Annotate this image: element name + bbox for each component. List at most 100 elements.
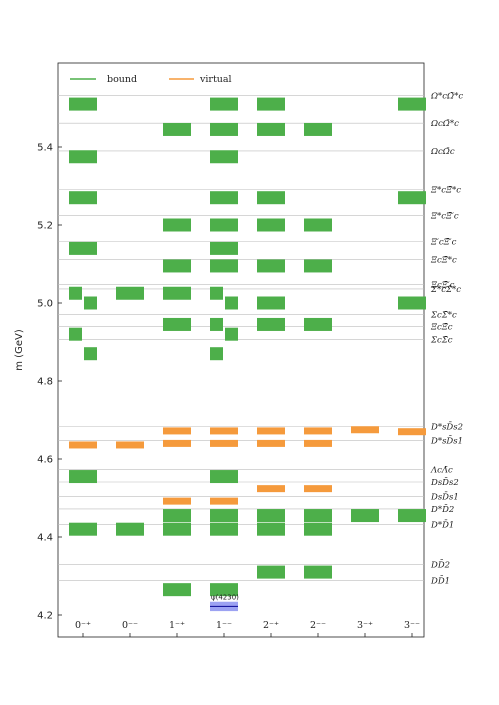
bound-state-bar	[304, 218, 332, 232]
bound-state-bar	[116, 522, 144, 536]
bound-state-bar	[69, 97, 97, 111]
bound-state-bar	[398, 191, 426, 205]
bound-state-bar	[210, 122, 238, 136]
state-bars	[69, 97, 426, 597]
bound-state-bar	[163, 122, 191, 136]
bound-state-bar	[163, 218, 191, 232]
x-category-label: 1⁻⁻	[216, 620, 232, 631]
bound-state-bar	[257, 218, 285, 232]
bound-state-bar	[351, 509, 379, 523]
bound-state-bar	[210, 191, 238, 205]
bound-state-bar	[304, 122, 332, 136]
bound-state-bar	[210, 286, 223, 300]
bound-state-bar	[210, 241, 238, 255]
experimental-label: ψ(4230)	[211, 594, 239, 602]
x-category-label: 1⁻⁺	[169, 620, 185, 631]
y-axis-title: m (GeV)	[14, 329, 25, 371]
threshold-label: DD̄2	[430, 559, 450, 571]
bound-state-bar	[257, 317, 285, 331]
bound-state-bar	[398, 296, 426, 310]
y-tick-label: 5.4	[37, 143, 53, 154]
threshold-label: DsD̄s1	[430, 491, 459, 503]
x-axis-categories: 0⁻⁺ 0⁻⁻ 1⁻⁺ 1⁻⁻ 2⁻⁺ 2⁻⁻ 3⁻⁺ 3⁻⁻	[75, 620, 420, 637]
virtual-state-bar	[163, 427, 191, 435]
threshold-label: ΞcΞ̄*c	[430, 255, 457, 265]
plot-frame	[57, 62, 425, 638]
y-tick-label: 4.8	[37, 377, 53, 388]
virtual-state-bar	[210, 439, 238, 447]
bound-state-bar	[163, 286, 191, 300]
bound-state-bar	[210, 97, 238, 111]
threshold-label: D*sD̄s2	[430, 421, 463, 433]
bound-state-bar	[257, 259, 285, 273]
threshold-lines	[58, 95, 424, 581]
threshold-label: ΣcΣ̄*c	[430, 310, 457, 320]
bound-state-bar	[257, 122, 285, 136]
threshold-label: Ξ*cΞ̄*c	[430, 186, 461, 196]
threshold-label: ΞcΞ̄′c	[430, 280, 455, 290]
threshold-label: D*D̄1	[430, 519, 454, 531]
bound-state-bar	[210, 583, 238, 597]
bound-state-bar	[69, 286, 82, 300]
threshold-label: ΣcΣ̄c	[430, 336, 453, 346]
bound-state-bar	[69, 470, 97, 484]
virtual-state-bar	[304, 439, 332, 447]
bound-state-bar	[84, 347, 97, 361]
threshold-label: ΩcΩ̄c	[430, 147, 455, 157]
bound-state-bar	[163, 583, 191, 597]
bound-state-bar	[84, 296, 97, 310]
y-tick-label: 5.2	[37, 221, 53, 232]
y-tick-label: 4.4	[37, 533, 53, 544]
y-tick-label: 5.0	[37, 299, 53, 310]
bound-state-bar	[257, 191, 285, 205]
x-category-label: 2⁻⁻	[310, 620, 326, 631]
x-category-label: 2⁻⁺	[263, 620, 279, 631]
bound-state-bar	[163, 259, 191, 273]
threshold-label: D*sD̄s1	[430, 435, 463, 447]
bound-state-bar	[210, 470, 238, 484]
bound-state-bar	[257, 565, 285, 579]
x-category-label: 0⁻⁺	[75, 620, 91, 631]
threshold-label: ΩcΩ̄*c	[430, 119, 459, 129]
threshold-label: Ξ′cΞ̄′c	[430, 237, 457, 247]
bound-state-bar	[210, 509, 238, 523]
bound-state-bar	[304, 565, 332, 579]
bound-state-bar	[69, 150, 97, 164]
virtual-state-bar	[69, 441, 97, 449]
x-category-label: 3⁻⁺	[357, 620, 373, 631]
bound-state-bar	[257, 522, 285, 536]
virtual-state-bar	[116, 441, 144, 449]
bound-state-bar	[210, 150, 238, 164]
legend-bound-label: bound	[107, 74, 137, 85]
threshold-label: Ω*cΩ̄*c	[430, 92, 463, 102]
virtual-state-bar	[210, 497, 238, 505]
virtual-state-bar	[351, 426, 379, 434]
bound-state-bar	[69, 241, 97, 255]
virtual-state-bar	[257, 439, 285, 447]
virtual-state-bar	[257, 427, 285, 435]
threshold-label: Ξ*cΞ̄′c	[430, 212, 459, 222]
bound-state-bar	[163, 509, 191, 523]
y-tick-label: 4.2	[37, 611, 53, 622]
y-axis: 4.2 4.4 4.6 4.8 5.0 5.2 5.4	[37, 143, 62, 622]
threshold-label: D*D̄2	[430, 503, 454, 515]
bound-state-bar	[257, 509, 285, 523]
threshold-label: ΛcΛ̄c	[430, 466, 453, 476]
bound-state-bar	[69, 522, 97, 536]
threshold-label: DD̄1	[430, 575, 450, 587]
y-tick-label: 4.6	[37, 455, 53, 466]
threshold-labels: Ω*cΩ̄*c ΩcΩ̄*c ΩcΩ̄c Ξ*cΞ̄*c Ξ*cΞ̄′c Ξ′cΞ̄′c Ξ…	[430, 92, 463, 587]
virtual-state-bar	[257, 485, 285, 493]
bound-state-bar	[69, 191, 97, 205]
bound-state-bar	[210, 522, 238, 536]
bound-state-bar	[304, 522, 332, 536]
bound-state-bar	[69, 327, 82, 341]
x-category-label: 3⁻⁻	[404, 620, 420, 631]
bound-state-bar	[210, 218, 238, 232]
x-category-label: 0⁻⁻	[122, 620, 138, 631]
bound-state-bar	[163, 522, 191, 536]
bound-state-bar	[398, 509, 426, 523]
bound-state-bar	[225, 327, 238, 341]
bound-state-bar	[210, 259, 238, 273]
